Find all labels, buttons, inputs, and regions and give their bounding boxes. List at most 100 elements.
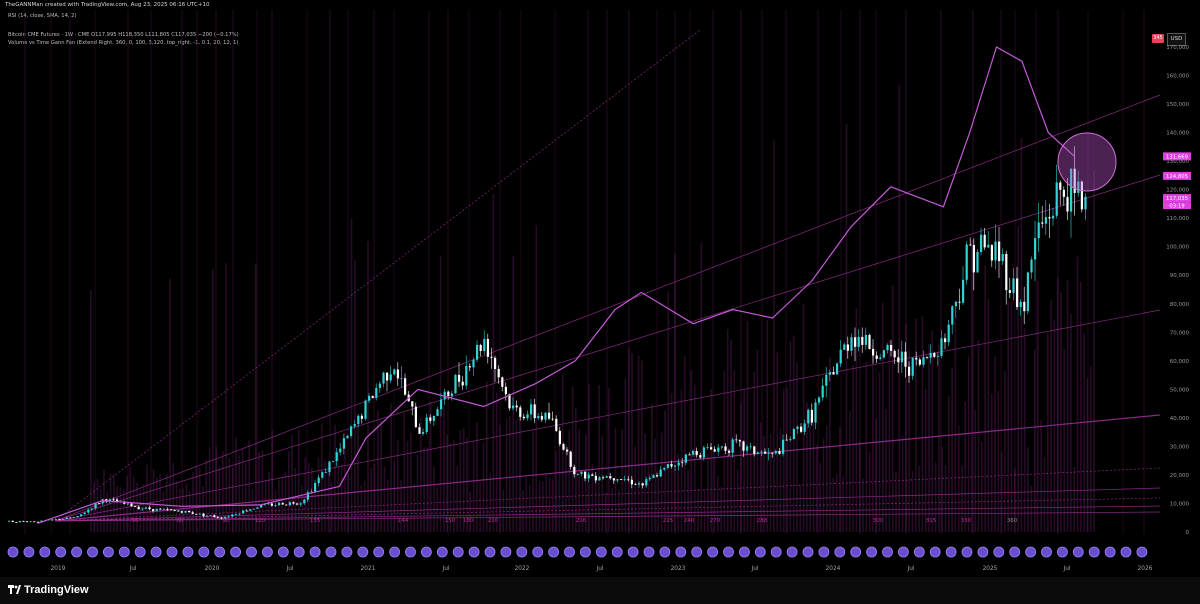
candle-body xyxy=(688,454,691,456)
volume-bar xyxy=(370,467,373,532)
volume-bar xyxy=(707,454,709,532)
volume-bar xyxy=(476,422,478,532)
candle-body xyxy=(364,400,367,419)
volume-bar xyxy=(393,460,396,532)
candle-body xyxy=(1066,196,1069,212)
candle-body xyxy=(386,372,389,381)
volume-bar xyxy=(865,361,868,532)
candle-body xyxy=(393,369,396,375)
volume-bar xyxy=(489,472,491,532)
volume-bar xyxy=(591,463,594,532)
candle-body xyxy=(746,446,749,451)
candle-body xyxy=(1019,301,1022,308)
date-marker xyxy=(516,546,528,558)
candle-body xyxy=(990,244,993,261)
volume-bar xyxy=(733,369,736,532)
volume-bar xyxy=(113,474,115,532)
candle-body xyxy=(800,426,803,432)
date-marker xyxy=(643,546,655,558)
volume-bar xyxy=(971,239,973,532)
y-tick-label: 100,000 xyxy=(1166,245,1189,251)
fan-line xyxy=(54,497,1161,522)
volume-bar xyxy=(1056,278,1059,532)
y-tick-label: 170,000 xyxy=(1166,45,1189,51)
volume-bar xyxy=(967,356,970,532)
candle-body xyxy=(983,234,986,248)
candle-body xyxy=(472,359,475,368)
candle-body xyxy=(980,234,983,253)
volume-bar xyxy=(456,465,458,532)
volume-bar xyxy=(449,442,452,532)
volume-bar xyxy=(208,447,211,532)
volume-bar xyxy=(918,466,920,532)
symbol-legend[interactable]: Bitcoin CME Futures · 1W · CME O117,995 … xyxy=(8,32,239,38)
volume-bar xyxy=(159,474,161,532)
currency-button[interactable]: USD xyxy=(1167,33,1186,46)
volume-bar xyxy=(136,482,138,532)
volume-bar xyxy=(466,437,468,532)
candle-body xyxy=(954,301,957,307)
candle-body xyxy=(706,447,709,449)
volume-bar xyxy=(693,384,696,532)
volume-bar xyxy=(964,401,967,532)
date-marker xyxy=(770,546,782,558)
candle-body xyxy=(468,366,471,368)
indicator-legend[interactable]: Volume vs Time Gann Fan (Extend Right, 3… xyxy=(8,40,239,46)
rsi-legend[interactable]: RSI (14, close, SMA, 14, 2) xyxy=(8,13,77,19)
volume-bar xyxy=(363,480,366,532)
candle-body xyxy=(238,513,241,515)
volume-bar xyxy=(96,478,99,532)
fan-line xyxy=(54,487,1161,522)
volume-bar xyxy=(634,446,637,532)
price-chart[interactable]: 30 60 90 120 135 144 150 180 210 216 225 240 270 288 3… xyxy=(0,0,1200,577)
date-marker xyxy=(230,546,242,558)
volume-bar xyxy=(750,451,752,532)
cycle-label: 330 xyxy=(961,518,972,524)
candle-body xyxy=(332,461,335,462)
candle-body xyxy=(692,450,695,455)
candle-body xyxy=(422,431,425,434)
price-tag-box xyxy=(1163,152,1191,161)
candle-body xyxy=(429,417,432,421)
price-tag-box xyxy=(1163,171,1191,180)
volume-bar xyxy=(756,349,759,532)
candle-body xyxy=(832,372,835,375)
candle-body xyxy=(987,244,990,248)
volume-bar xyxy=(324,460,326,532)
candle-body xyxy=(620,479,623,480)
candle-body xyxy=(90,508,93,510)
fan-line xyxy=(54,511,1161,522)
volume-bar xyxy=(621,429,623,532)
candle-body xyxy=(677,462,680,466)
candle-body xyxy=(879,357,882,359)
candle-body xyxy=(134,506,137,508)
candle-body xyxy=(785,439,788,441)
volume-bar xyxy=(578,429,580,532)
volume-bar xyxy=(218,466,221,532)
candle-body xyxy=(191,512,194,514)
candle-body xyxy=(544,412,547,420)
volume-bar xyxy=(891,285,894,532)
candle-body xyxy=(440,399,443,410)
alert-flag[interactable]: 345 xyxy=(1152,34,1164,43)
price-tag-label: 124,805 xyxy=(1166,174,1188,180)
candle-body xyxy=(904,351,907,367)
candle-body xyxy=(530,404,533,415)
volume-bar xyxy=(231,467,234,532)
candle-body xyxy=(846,344,849,351)
rsi-line xyxy=(37,46,1076,524)
candle-body xyxy=(836,363,839,375)
volume-bar xyxy=(598,384,600,532)
candle-body xyxy=(998,241,1001,262)
y-tick-label: 140,000 xyxy=(1166,131,1189,137)
candle-body xyxy=(339,448,342,453)
volume-bar xyxy=(162,491,165,532)
tradingview-logo: TradingView xyxy=(8,584,89,596)
volume-bar xyxy=(951,367,953,532)
candle-body xyxy=(231,514,234,517)
date-marker xyxy=(898,546,909,558)
candle-body xyxy=(29,521,32,523)
candle-body xyxy=(638,483,641,485)
candle-body xyxy=(141,508,144,510)
candle-body xyxy=(166,509,169,510)
